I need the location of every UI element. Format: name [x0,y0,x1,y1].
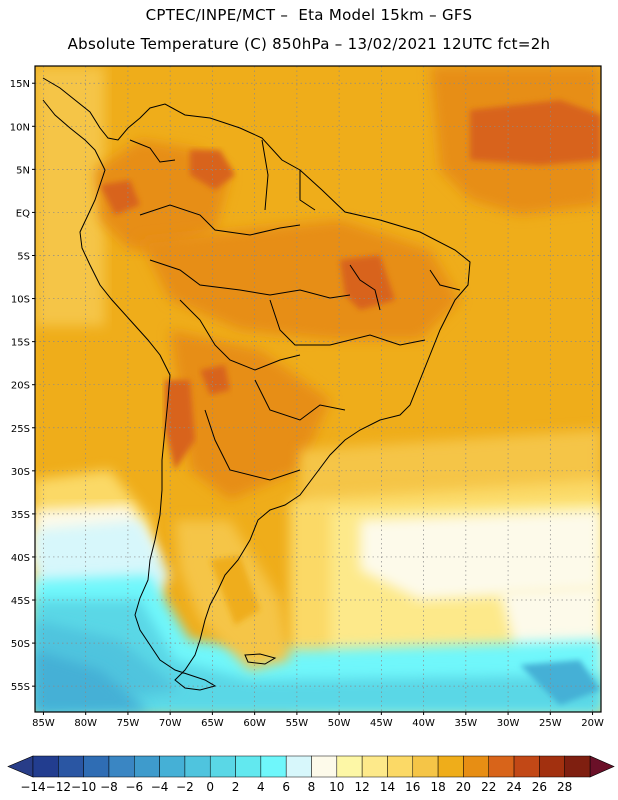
colorbar-swatch [260,755,287,778]
map-frame [34,65,602,713]
lat-label: 5S [17,251,30,262]
colorbar-swatch [361,755,388,778]
lat-label: 15S [11,338,30,349]
lat-label: 10S [11,295,30,306]
colorbar-label: 2 [232,780,240,794]
lon-label: 50W [328,718,351,729]
colorbar-label: 28 [557,780,572,794]
colorbar-label: −12 [46,780,71,794]
lat-label: 5N [16,165,30,176]
colorbar-label: −2 [176,780,194,794]
colorbar-swatch [58,755,84,778]
colorbar-label: 14 [380,780,395,794]
colorbar-swatch [159,755,186,778]
colorbar-label: 10 [329,780,344,794]
longitude-labels: 85W 80W 75W 70W 65W 60W 55W 50W 45W 40W 35W 30W 25W 2… [32,712,604,729]
colorbar-swatch [336,755,363,778]
lat-label: 55S [11,682,30,693]
lon-label: 55W [286,718,309,729]
lon-label: 45W [370,718,393,729]
colorbar-swatch [539,755,565,778]
colorbar-swatch [311,755,338,778]
latitude-labels: 15N 10N 5N EQ 5S 10S 15S 20S 25S 30S 35S 40S 45S 50S 5… [10,79,35,693]
colorbar-swatch [32,755,59,778]
colorbar-swatch [564,755,591,778]
colorbar-swatch [387,755,414,778]
colorbar-label: 18 [430,780,445,794]
lon-label: 20W [581,718,604,729]
colorbar-label: 16 [405,780,420,794]
coastlines [42,77,471,691]
lat-label: 50S [11,639,30,650]
colorbar-over-arrow [589,755,615,778]
colorbar-swatch [134,755,160,778]
colorbar-swatch [412,755,439,778]
temperature-field [35,66,601,712]
colorbar-label: −4 [151,780,169,794]
colorbar-label: −14 [20,780,45,794]
colorbar-label: 24 [506,780,521,794]
colorbar-swatch [83,755,110,778]
colorbar-label: 4 [257,780,265,794]
colorbar-label: −6 [125,780,143,794]
colorbar-label: 8 [308,780,316,794]
lon-label: 25W [539,718,562,729]
colorbar-label: 12 [354,780,369,794]
lon-label: 70W [159,718,182,729]
colorbar-swatch [285,755,312,778]
colorbar-label: 6 [282,780,290,794]
lat-label: 35S [11,510,30,521]
colorbar-swatch [513,755,540,778]
map-subtitle: Absolute Temperature (C) 850hPa – 13/02/… [67,35,551,53]
lon-label: 75W [117,718,140,729]
colorbar-label: −10 [71,780,96,794]
colorbar-swatch [488,755,515,778]
colorbar-label: 0 [206,780,214,794]
lon-label: 30W [497,718,520,729]
lon-label: 80W [74,718,97,729]
colorbar-swatch [437,755,464,778]
colorbar-swatch [235,755,262,778]
lat-label: 30S [11,467,30,478]
colorbar-swatch [108,755,135,778]
lat-label: 25S [11,424,30,435]
lon-label: 40W [412,718,435,729]
lon-label: 85W [32,718,55,729]
colorbar-swatch [184,755,211,778]
colorbar-swatch [463,755,489,778]
lat-label: 15N [10,79,30,90]
map-title: CPTEC/INPE/MCT – Eta Model 15km – GFS [145,6,473,24]
colorbar-swatch [209,755,236,778]
colorbar-label: 26 [532,780,547,794]
lat-label: 40S [11,553,30,564]
colorbar: −14 −12 −10 −8 −6 −4 −2 0 2 4 6 8 10 12 14 16 18 20 22 24 26… [7,755,615,794]
lon-label: 60W [243,718,266,729]
lat-label: 20S [11,381,30,392]
colorbar-under-arrow [7,755,34,778]
colorbar-label: 20 [456,780,471,794]
lon-label: 35W [455,718,478,729]
lat-label: EQ [16,208,30,219]
lat-label: 45S [11,596,30,607]
colorbar-label: 22 [481,780,496,794]
lat-label: 10N [10,122,30,133]
lon-label: 65W [201,718,224,729]
colorbar-label: −8 [100,780,118,794]
